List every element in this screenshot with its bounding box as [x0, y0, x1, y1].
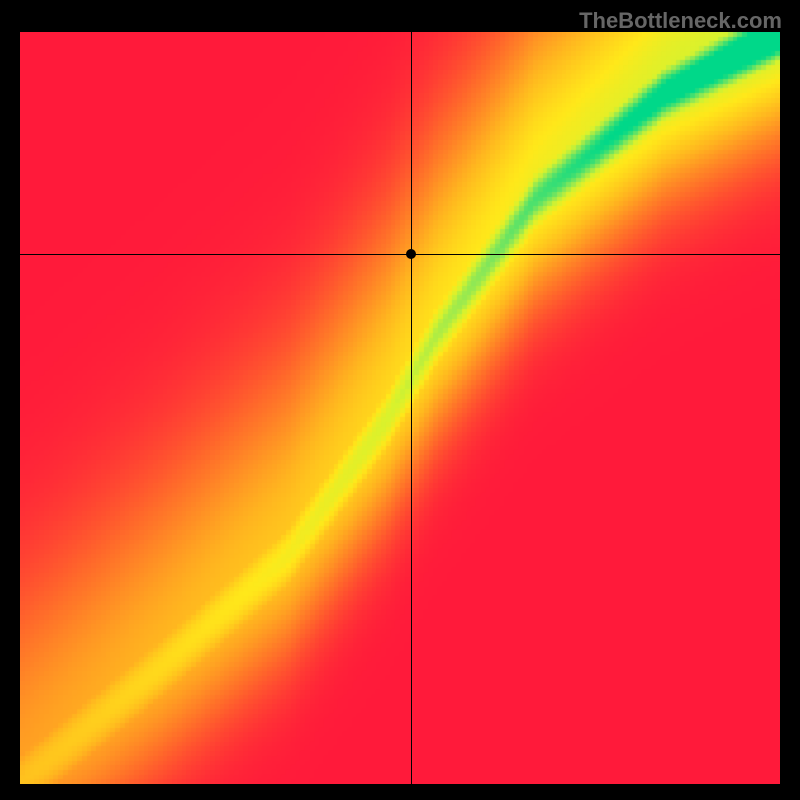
crosshair-marker — [406, 249, 416, 259]
crosshair-horizontal — [20, 254, 780, 255]
watermark-text: TheBottleneck.com — [579, 8, 782, 34]
plot-area — [20, 32, 780, 784]
heatmap-canvas — [20, 32, 780, 784]
crosshair-vertical — [411, 32, 412, 784]
